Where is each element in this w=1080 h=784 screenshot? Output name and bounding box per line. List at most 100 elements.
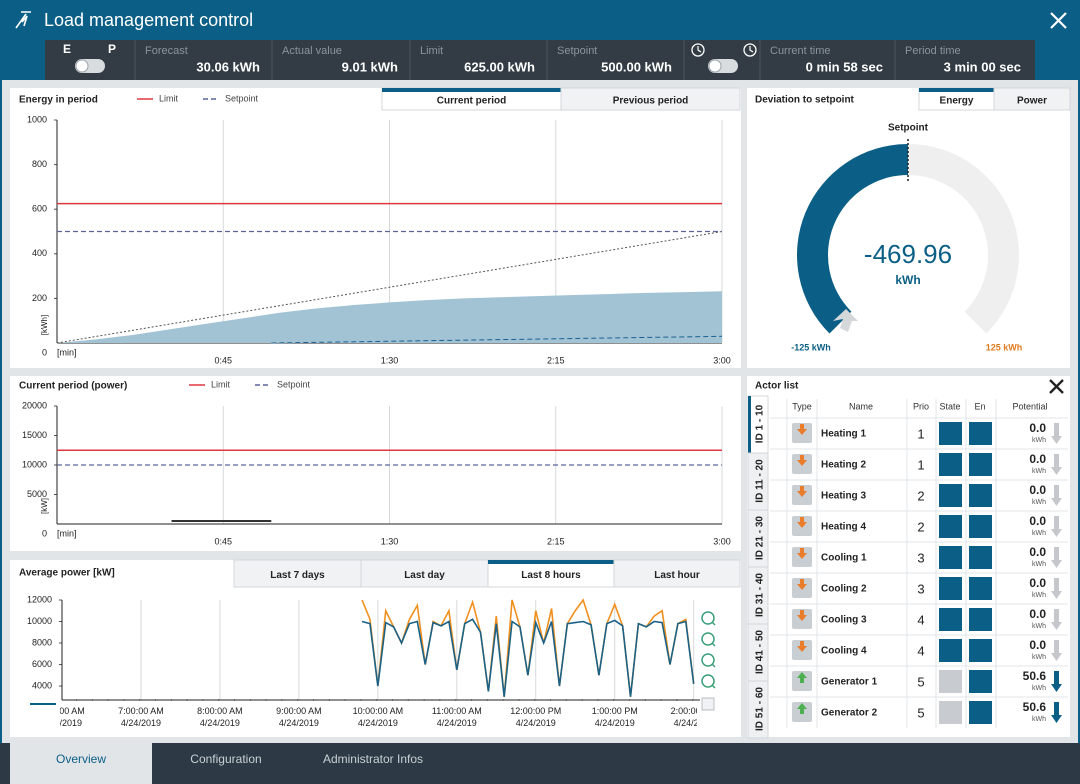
minor-tick xyxy=(550,699,551,701)
minor-tick xyxy=(139,699,141,701)
type-arrow xyxy=(797,641,807,652)
tab-label[interactable]: Previous period xyxy=(613,96,689,107)
tab[interactable] xyxy=(560,87,741,111)
minor-tick xyxy=(344,699,346,701)
minor-tick xyxy=(439,699,441,701)
tab[interactable] xyxy=(993,87,1071,111)
toggle-knob xyxy=(708,59,722,73)
minor-tick xyxy=(249,699,251,701)
group-tab-label[interactable]: ID 31 - 40 xyxy=(755,573,766,617)
minor-tick xyxy=(265,699,267,701)
minor-tick xyxy=(644,699,646,701)
tab-label[interactable]: Last 7 days xyxy=(270,570,325,581)
tab-label[interactable]: Energy xyxy=(940,96,974,107)
tab-label[interactable]: Last 8 hours xyxy=(521,570,581,581)
column-header: En xyxy=(974,401,985,411)
minor-tick xyxy=(297,699,299,701)
x-tick-label: 1:00:00 PM 4/24/2019 xyxy=(592,706,638,728)
minor-tick xyxy=(76,699,77,701)
state-indicator xyxy=(939,546,962,569)
legend-label: Setpoint xyxy=(225,93,259,103)
minor-tick xyxy=(218,699,220,701)
setpoint-label: Setpoint xyxy=(888,123,929,134)
minor-tick xyxy=(313,699,314,701)
x-tick-label: 0:45 xyxy=(214,355,232,365)
x-tick-label: 1:30 xyxy=(381,536,399,546)
group-tab[interactable] xyxy=(747,680,769,739)
minor-tick xyxy=(502,699,504,701)
type-arrow xyxy=(797,610,807,621)
nav-tab[interactable]: Administrator Infos xyxy=(323,752,423,766)
potential-unit: kWh xyxy=(1032,685,1046,692)
tab[interactable] xyxy=(613,559,741,588)
group-tab-indicator xyxy=(748,396,751,453)
column-header: Potential xyxy=(1012,401,1047,411)
enable-indicator xyxy=(969,546,992,569)
potential-unit: kWh xyxy=(1032,716,1046,723)
y-tick-label: 10000 xyxy=(22,459,47,469)
group-tab-label[interactable]: ID 51 - 60 xyxy=(755,687,766,731)
line xyxy=(271,335,723,344)
export-button[interactable] xyxy=(701,697,715,711)
x-tick-group: 6:00:00 AM 4/24/2019 xyxy=(39,706,85,728)
minor-tick xyxy=(534,699,536,701)
x-tick-label-line: 4/24/2019 xyxy=(200,718,240,728)
tab-label[interactable]: Last day xyxy=(404,570,445,581)
potential-arrow xyxy=(1051,609,1062,630)
potential-unit: kWh xyxy=(1032,623,1046,630)
x-tick-label-line: 4/24/2019 xyxy=(358,718,398,728)
minor-tick xyxy=(660,699,662,701)
x-tick-group: 10:00:00 AM 4/24/2019 xyxy=(353,706,404,728)
zoom-button[interactable] xyxy=(701,653,715,667)
minor-tick xyxy=(471,699,472,701)
actor-prio: 1 xyxy=(917,457,924,472)
actor-prio: 3 xyxy=(917,581,924,596)
actor-name: Cooling 3 xyxy=(821,615,867,626)
nav-tab[interactable]: Overview xyxy=(56,752,106,766)
potential-value: 50.6 xyxy=(1023,669,1047,683)
potential-unit: kWh xyxy=(1032,437,1046,444)
group-tab-label[interactable]: ID 21 - 30 xyxy=(755,516,766,560)
y-tick-label: 5000 xyxy=(27,489,47,499)
nav-bar xyxy=(0,743,1080,784)
actor-prio: 5 xyxy=(917,705,924,720)
enable-indicator xyxy=(969,484,992,507)
close-button[interactable] xyxy=(1050,12,1067,29)
tab-label[interactable]: Current period xyxy=(437,96,506,107)
gauge-pointer xyxy=(833,309,858,332)
x-tick-label: 9:00:00 AM 4/24/2019 xyxy=(276,706,322,728)
actor-name: Heating 1 xyxy=(821,429,866,440)
zoom-button[interactable] xyxy=(701,632,715,646)
group-tab-label[interactable]: ID 11 - 20 xyxy=(755,459,766,503)
potential-arrow xyxy=(1051,547,1062,568)
actor-prio: 4 xyxy=(917,612,924,627)
minor-tick xyxy=(407,699,409,701)
y-tick-label: 200 xyxy=(32,293,47,303)
tools-button[interactable] xyxy=(1049,379,1064,394)
x-tick-group: 1:00:00 PM 4/24/2019 xyxy=(592,706,638,728)
group-tab-label[interactable]: ID 1 - 10 xyxy=(755,404,766,443)
zoom-button[interactable] xyxy=(701,611,715,625)
x-tick-group: 7:00:00 AM 4/24/2019 xyxy=(118,706,164,728)
actor-prio: 5 xyxy=(917,674,924,689)
nav-tab[interactable]: Configuration xyxy=(190,752,261,766)
state-indicator xyxy=(939,701,962,724)
zoom-handle xyxy=(711,663,716,668)
status-label: Period time xyxy=(905,45,961,57)
tab-label[interactable]: Power xyxy=(1017,96,1047,107)
tab[interactable] xyxy=(360,559,489,588)
panel-title: Actor list xyxy=(755,381,799,392)
x-tick-label: 6:00:00 AM 4/24/2019 xyxy=(39,706,85,728)
minor-tick xyxy=(423,699,425,701)
y-tick-label: 1000 xyxy=(27,114,47,124)
type-arrow xyxy=(797,579,807,590)
gauge-unit: kWh xyxy=(895,273,920,287)
gauge-value: -469.96 xyxy=(864,239,952,269)
zoom-button[interactable] xyxy=(701,674,715,688)
tab-label[interactable]: Last hour xyxy=(654,570,700,581)
group-tab-label[interactable]: ID 41 - 50 xyxy=(755,630,766,674)
minor-tick xyxy=(676,699,678,701)
type-arrow xyxy=(797,672,807,683)
y-tick-label: 15000 xyxy=(22,430,47,440)
mode-label: P xyxy=(108,42,116,56)
